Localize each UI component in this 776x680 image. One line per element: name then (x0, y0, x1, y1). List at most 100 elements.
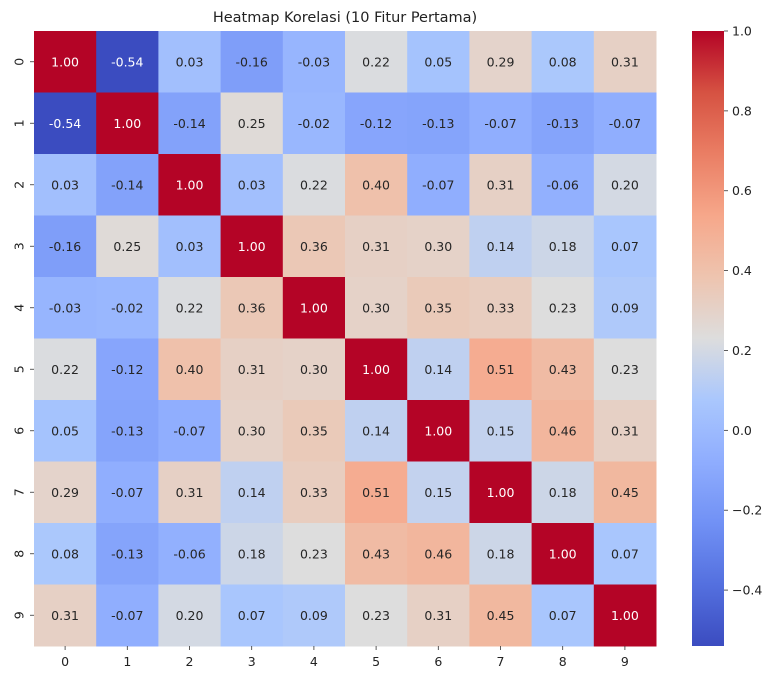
heatmap-cell (407, 154, 470, 216)
cell-value-label: -0.07 (111, 485, 143, 500)
x-axis-ticks: 0 1 2 3 4 5 6 7 8 9 (61, 646, 629, 669)
cell-value-label: 0.03 (176, 239, 204, 254)
heatmap-cell (34, 400, 97, 462)
cell-value-label: 0.43 (549, 362, 577, 377)
x-tick-label: 5 (372, 654, 380, 669)
y-tick-label: 7 (12, 488, 27, 496)
cell-value-label: 0.15 (424, 485, 452, 500)
cell-value-label: -0.13 (422, 116, 454, 131)
cell-value-label: 0.23 (611, 362, 639, 377)
cell-value-label: 0.30 (238, 423, 266, 438)
heatmap-cell (407, 523, 470, 585)
cell-value-label: -0.13 (111, 423, 143, 438)
heatmap-cell (469, 31, 533, 93)
cell-value-label: 0.09 (611, 300, 639, 315)
heatmap-cell (158, 92, 222, 155)
heatmap-cell (345, 215, 408, 278)
heatmap-cell (469, 154, 533, 216)
heatmap-cell (407, 584, 470, 647)
heatmap-cell (531, 31, 595, 93)
cell-value-label: 0.14 (362, 423, 390, 438)
cell-value-label: 0.14 (487, 239, 515, 254)
heatmap-cell (282, 461, 346, 524)
heatmap-cell (282, 92, 346, 155)
cell-value-label: 0.15 (487, 423, 515, 438)
cell-value-label: 0.29 (487, 54, 515, 69)
colorbar-tick-label: −0.4 (732, 583, 762, 598)
cell-value-label: -0.12 (360, 116, 392, 131)
cell-value-label: 0.31 (362, 239, 390, 254)
heatmap-cell (96, 31, 159, 93)
cell-value-label: -0.03 (49, 300, 81, 315)
heatmap-cell (220, 92, 284, 155)
x-tick-label: 4 (310, 654, 318, 669)
cell-value-label: 0.05 (51, 423, 79, 438)
cell-value-label: 0.03 (176, 54, 204, 69)
cell-value-label: 0.35 (424, 300, 452, 315)
heatmap-cell (531, 277, 595, 339)
heatmap-cell (469, 277, 533, 339)
cell-value-label: 0.18 (487, 546, 515, 561)
heatmap-cell (531, 338, 595, 401)
cell-value-label: 0.07 (549, 608, 577, 623)
y-tick-label: 8 (12, 550, 27, 558)
x-tick-label: 1 (123, 654, 131, 669)
cell-value-label: 0.46 (549, 423, 577, 438)
heatmap-cell (158, 523, 222, 585)
cell-value-label: 1.00 (113, 116, 141, 131)
cell-value-label: 0.07 (611, 546, 639, 561)
heatmap-cell (96, 400, 159, 462)
heatmap-cell (158, 277, 222, 339)
cell-value-label: 0.07 (611, 239, 639, 254)
heatmap-cell (158, 154, 222, 216)
heatmap-cell (407, 31, 470, 93)
y-tick-label: 0 (12, 58, 27, 66)
cell-value-label: -0.03 (298, 54, 330, 69)
heatmap-cell (34, 523, 97, 585)
heatmap-cell (282, 584, 346, 647)
heatmap-cell (469, 523, 533, 585)
heatmap-cell (531, 584, 595, 647)
cell-value-label: 0.31 (424, 608, 452, 623)
heatmap-cell (96, 154, 159, 216)
cell-value-label: 0.07 (238, 608, 266, 623)
colorbar-tick-label: 0.2 (732, 343, 752, 358)
cell-value-label: 0.20 (176, 608, 204, 623)
cell-value-label: -0.07 (173, 423, 205, 438)
cell-value-label: 0.22 (51, 362, 79, 377)
colorbar (692, 31, 724, 646)
y-tick-label: 6 (12, 427, 27, 435)
heatmap-cell (158, 461, 222, 524)
heatmap-cell (345, 400, 408, 462)
heatmap-cell (593, 277, 657, 339)
heatmap-cell (220, 215, 284, 278)
colorbar-tick-label: 1.0 (732, 24, 752, 39)
cell-value-label: 0.36 (300, 239, 328, 254)
heatmap-cell (220, 277, 284, 339)
cell-value-label: 0.31 (611, 423, 639, 438)
cell-value-label: 0.31 (238, 362, 266, 377)
cell-value-label: 0.22 (300, 177, 328, 192)
heatmap-cell (345, 31, 408, 93)
heatmap-cell (34, 154, 97, 216)
cell-value-label: -0.14 (173, 116, 205, 131)
cell-value-label: -0.02 (111, 300, 143, 315)
heatmap-cell (345, 338, 408, 401)
cell-value-label: -0.06 (547, 177, 579, 192)
x-tick-label: 7 (497, 654, 505, 669)
y-tick-label: 2 (12, 181, 27, 189)
cell-value-label: 0.23 (362, 608, 390, 623)
cell-value-label: 1.00 (238, 239, 266, 254)
heatmap-cell (220, 523, 284, 585)
cell-value-label: 0.25 (113, 239, 141, 254)
heatmap-cell (593, 400, 657, 462)
heatmap-cell (593, 584, 657, 647)
heatmap-cell (158, 584, 222, 647)
cell-value-label: -0.12 (111, 362, 143, 377)
x-tick-label: 0 (61, 654, 69, 669)
cell-value-label: 0.25 (238, 116, 266, 131)
heatmap-cell (345, 461, 408, 524)
heatmap-cell (34, 215, 97, 278)
heatmap-cell (220, 584, 284, 647)
